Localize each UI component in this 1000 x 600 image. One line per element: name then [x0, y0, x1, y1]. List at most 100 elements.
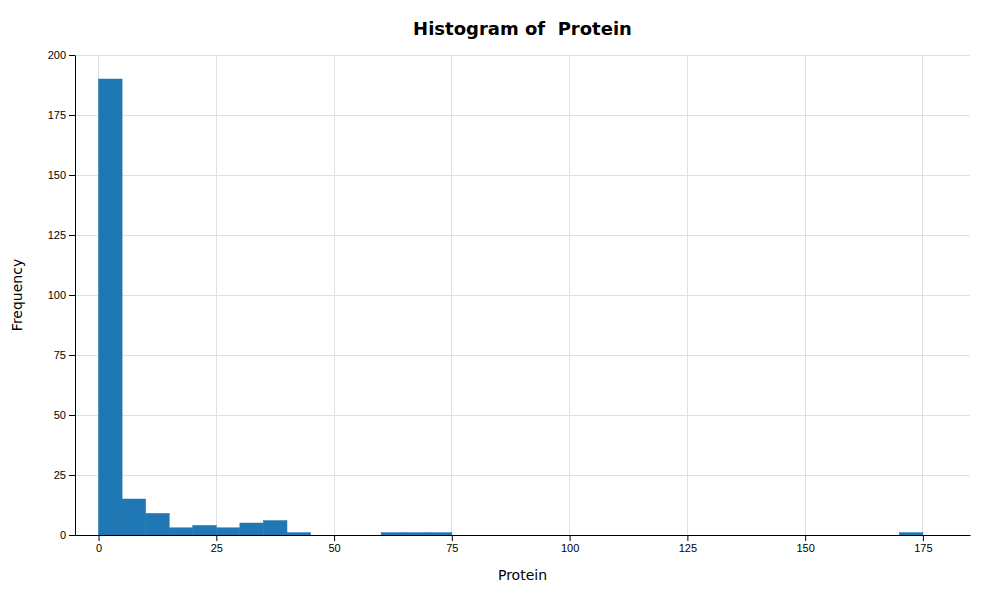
- bar: [852, 535, 876, 536]
- bar: [593, 535, 617, 536]
- tick-mark: [69, 535, 75, 536]
- tick-label: 50: [328, 542, 340, 554]
- bar: [617, 535, 641, 536]
- chart: 0 25 50 75 100 125 150 175 0 25 50 75 100 125 150 175 20…: [0, 0, 1000, 600]
- bar: [381, 533, 405, 535]
- bar: [263, 521, 287, 535]
- bar: [687, 535, 711, 536]
- tick-mark: [216, 535, 217, 541]
- bar: [311, 535, 335, 536]
- bars: [99, 79, 923, 535]
- grid-line: [75, 355, 970, 356]
- grid-line: [687, 55, 688, 535]
- tick: 150: [48, 169, 75, 181]
- bar: [899, 533, 923, 535]
- tick: 75: [446, 535, 458, 554]
- bar: [570, 535, 594, 536]
- tick-label: 100: [561, 542, 579, 554]
- grid: [75, 55, 970, 535]
- grid-line: [569, 55, 570, 535]
- bar: [523, 535, 547, 536]
- tick: 50: [54, 409, 75, 421]
- tick-mark: [69, 55, 75, 56]
- x-axis: 0 25 50 75 100 125 150 175: [76, 535, 971, 554]
- tick-mark: [99, 535, 100, 541]
- grid-line: [216, 55, 217, 535]
- grid-line: [75, 415, 970, 416]
- tick: 50: [328, 535, 340, 554]
- x-axis-title: Protein: [498, 567, 547, 583]
- bar: [122, 499, 146, 535]
- tick: 200: [48, 49, 75, 61]
- bar: [711, 535, 735, 536]
- tick: 75: [54, 349, 75, 361]
- tick: 0: [60, 529, 75, 541]
- grid-line: [75, 55, 970, 56]
- tick-mark: [69, 235, 75, 236]
- bar: [782, 535, 806, 536]
- tick-label: 175: [48, 109, 66, 121]
- tick-mark: [805, 535, 806, 541]
- tick-label: 150: [48, 169, 66, 181]
- tick: 175: [914, 535, 932, 554]
- grid-line: [75, 115, 970, 116]
- grid-line: [334, 55, 335, 535]
- title: Histogram of Protein: [413, 18, 632, 39]
- tick-label: 125: [679, 542, 697, 554]
- grid-line: [75, 475, 970, 476]
- tick-label: 150: [796, 542, 814, 554]
- tick-label: 50: [54, 409, 66, 421]
- tick-label: 75: [446, 542, 458, 554]
- bar: [216, 528, 240, 535]
- axis-line: [76, 535, 971, 536]
- y-axis: 0 25 50 75 100 125 150 175 200: [48, 49, 76, 541]
- tick: 125: [679, 535, 697, 554]
- tick-mark: [334, 535, 335, 541]
- grid-line: [75, 235, 970, 236]
- bar: [805, 535, 829, 536]
- tick-mark: [69, 115, 75, 116]
- grid-line: [922, 55, 923, 535]
- bar: [146, 513, 170, 535]
- tick-label: 200: [48, 49, 66, 61]
- tick-label: 175: [914, 542, 932, 554]
- bar: [640, 535, 664, 536]
- tick: 175: [48, 109, 75, 121]
- tick: 0: [96, 535, 102, 554]
- tick-mark: [69, 475, 75, 476]
- tick-label: 25: [211, 542, 223, 554]
- tick-label: 75: [54, 349, 66, 361]
- bar: [358, 535, 382, 536]
- tick: 150: [796, 535, 814, 554]
- tick: 25: [54, 469, 75, 481]
- tick: 25: [211, 535, 223, 554]
- bar: [734, 535, 758, 536]
- axis-line: [75, 56, 76, 536]
- grid-line: [75, 295, 970, 296]
- tick-mark: [69, 415, 75, 416]
- bar: [876, 535, 900, 536]
- tick-label: 125: [48, 229, 66, 241]
- tick-mark: [570, 535, 571, 541]
- bar: [475, 535, 499, 536]
- bar: [193, 525, 217, 535]
- tick-mark: [452, 535, 453, 541]
- tick-mark: [69, 295, 75, 296]
- bar: [169, 528, 193, 535]
- bar: [287, 533, 311, 535]
- bar: [240, 523, 264, 535]
- tick-label: 100: [48, 289, 66, 301]
- bar: [452, 535, 476, 536]
- grid-line: [805, 55, 806, 535]
- bar: [664, 535, 688, 536]
- bar: [334, 535, 358, 536]
- tick: 100: [561, 535, 579, 554]
- bar: [428, 533, 452, 535]
- bar: [499, 535, 523, 536]
- bar: [546, 535, 570, 536]
- tick: 125: [48, 229, 75, 241]
- tick-mark: [69, 175, 75, 176]
- tick-label: 0: [60, 529, 66, 541]
- tick-mark: [69, 355, 75, 356]
- tick: 100: [48, 289, 75, 301]
